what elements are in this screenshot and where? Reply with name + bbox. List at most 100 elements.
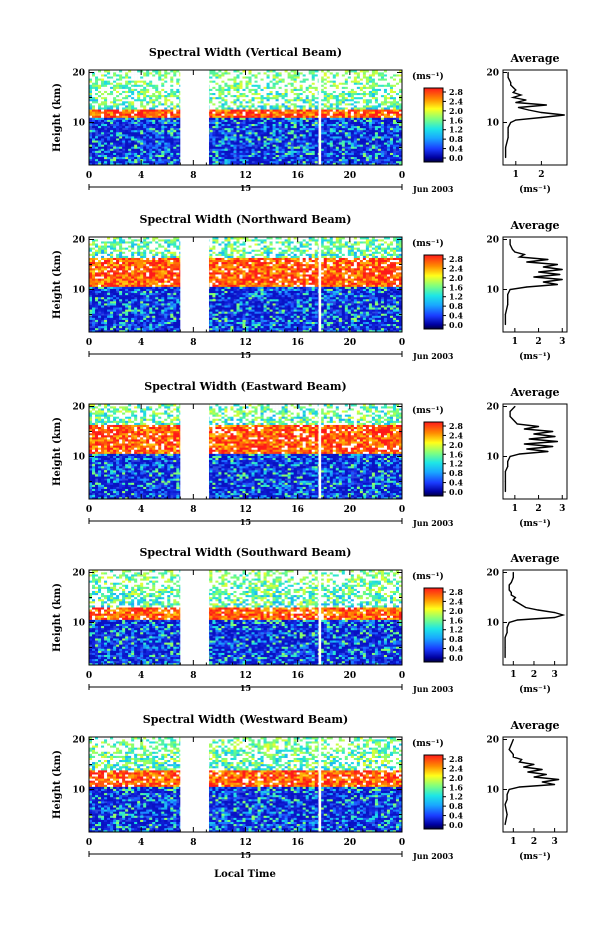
average-point: [513, 577, 514, 578]
average-y-tick-label: 10: [486, 119, 499, 129]
average-point: [509, 584, 510, 585]
panel-title: Spectral Width (Southward Beam): [139, 546, 351, 559]
average-point: [507, 466, 508, 467]
panel-1: Spectral Width (Vertical Beam)2010Height…: [52, 46, 567, 195]
panel-title: Spectral Width (Northward Beam): [140, 213, 352, 226]
average-frame: [503, 570, 567, 665]
y-tick-label: 10: [72, 286, 85, 296]
colorbar: [424, 755, 443, 829]
heatmap-image: [89, 569, 402, 666]
average-point: [510, 289, 511, 290]
y-tick-label: 10: [72, 453, 85, 463]
data-gap: [180, 736, 209, 833]
average-point: [510, 456, 511, 457]
average-point: [515, 89, 516, 90]
day-label: 15: [240, 683, 251, 693]
average-unit-label: (ms⁻¹): [519, 851, 551, 862]
average-x-tick-label: 2: [535, 504, 541, 514]
average-point: [514, 421, 515, 422]
y-tick-label: 20: [72, 69, 85, 79]
average-point: [538, 271, 539, 272]
colorbar-unit-label: (ms⁻¹): [412, 571, 444, 582]
average-point: [507, 799, 508, 800]
average-point: [519, 786, 520, 787]
heatmap-image: [89, 69, 402, 166]
average-point: [541, 112, 542, 113]
average-point: [515, 119, 516, 120]
average-y-tick-label: 10: [486, 286, 499, 296]
y-tick-label: 20: [72, 736, 85, 746]
heatmap-image: [89, 403, 402, 500]
average-profile-line: [505, 740, 559, 825]
average-point: [510, 416, 511, 417]
average-point: [524, 428, 525, 429]
x-tick-label: 0: [86, 171, 92, 181]
average-point: [518, 107, 519, 108]
average-point: [512, 249, 513, 250]
x-tick-label: 8: [190, 671, 196, 681]
average-unit-label: (ms⁻¹): [519, 518, 551, 529]
average-point: [554, 784, 555, 785]
average-point: [546, 774, 547, 775]
average-point: [525, 99, 526, 100]
average-x-tick-label: 3: [559, 337, 565, 347]
average-point: [511, 592, 512, 593]
average-point: [527, 771, 528, 772]
colorbar-tick-label: 0.0: [449, 653, 463, 663]
average-point: [507, 794, 508, 795]
average-point: [505, 471, 506, 472]
average-x-tick-label: 1: [510, 837, 516, 847]
average-point: [513, 599, 514, 600]
average-unit-label: (ms⁻¹): [519, 684, 551, 695]
average-point: [514, 251, 515, 252]
heatmap-image: [89, 236, 402, 333]
y-axis-label: Height (km): [52, 250, 63, 319]
y-tick-label: 20: [72, 569, 85, 579]
average-point: [509, 622, 510, 623]
x-tick-label: 20: [344, 505, 357, 515]
average-title: Average: [509, 719, 559, 732]
average-point: [526, 261, 527, 262]
average-point: [513, 92, 514, 93]
average-point: [505, 804, 506, 805]
average-point: [524, 254, 525, 255]
average-point: [533, 776, 534, 777]
average-point: [542, 781, 543, 782]
average-x-tick-label: 3: [559, 504, 565, 514]
average-point: [507, 627, 508, 628]
x-tick-label: 12: [239, 671, 252, 681]
date-label: Jun 2003: [412, 684, 454, 694]
average-x-tick-label: 1: [512, 504, 518, 514]
average-point: [508, 127, 509, 128]
average-point: [505, 637, 506, 638]
average-point: [505, 647, 506, 648]
average-point: [547, 451, 548, 452]
average-point: [508, 72, 509, 73]
average-point: [510, 122, 511, 123]
x-tick-label: 20: [344, 171, 357, 181]
average-point: [514, 406, 515, 407]
y-axis-label: Height (km): [52, 83, 63, 152]
day-label: 15: [240, 850, 251, 860]
average-point: [505, 657, 506, 658]
data-gap: [319, 403, 322, 500]
average-point: [519, 761, 520, 762]
x-tick-label: 0: [399, 838, 405, 848]
average-point: [517, 423, 518, 424]
average-y-tick-label: 20: [486, 569, 499, 579]
heatmap-image: [89, 736, 402, 833]
average-point: [508, 77, 509, 78]
x-tick-label: 4: [138, 171, 144, 181]
average-point: [558, 779, 559, 780]
x-tick-label: 0: [86, 505, 92, 515]
x-tick-label: 8: [190, 505, 196, 515]
average-point: [505, 324, 506, 325]
average-point: [513, 97, 514, 98]
panel-5: Spectral Width (Westward Beam)2010Height…: [52, 713, 567, 862]
average-x-tick-label: 1: [510, 670, 516, 680]
average-x-tick-label: 2: [531, 837, 537, 847]
y-tick-label: 20: [72, 236, 85, 246]
x-tick-label: 0: [399, 338, 405, 348]
x-tick-label: 4: [138, 671, 144, 681]
colorbar-unit-label: (ms⁻¹): [412, 71, 444, 82]
